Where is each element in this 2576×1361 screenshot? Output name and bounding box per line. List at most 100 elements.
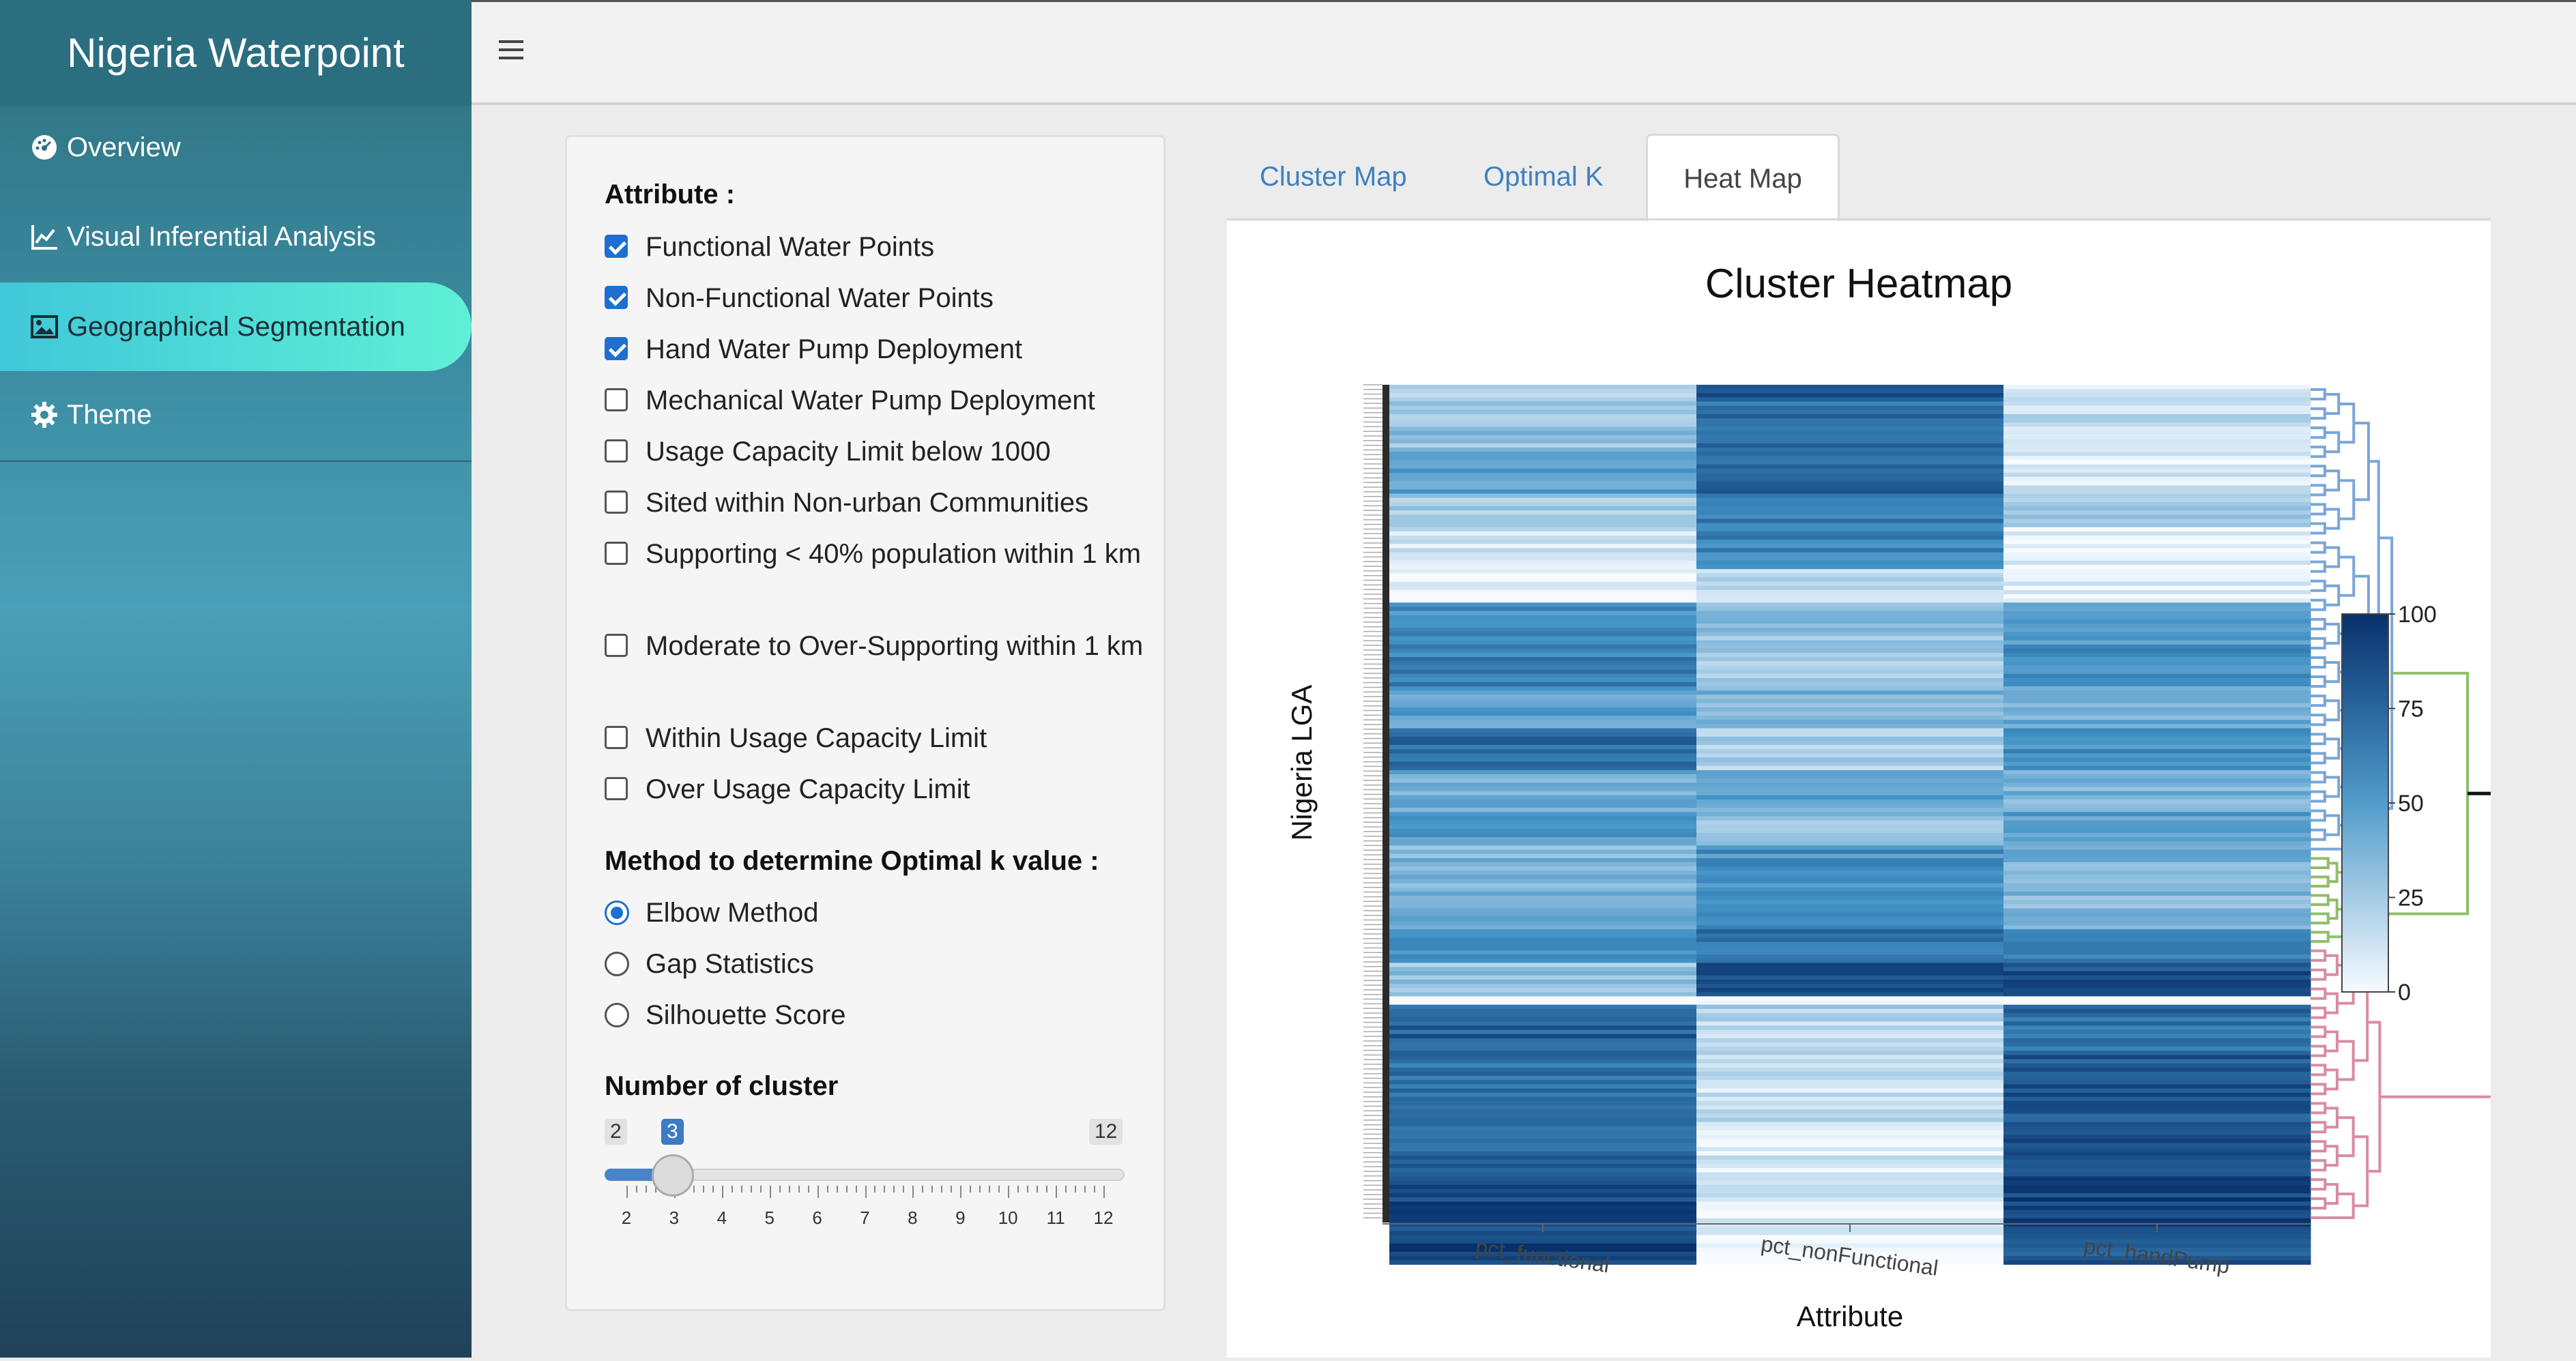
heatmap-cell	[2003, 493, 2311, 499]
attribute-checkbox[interactable]	[605, 491, 628, 514]
dendrogram-link	[2311, 636, 2326, 649]
attribute-checkbox[interactable]	[605, 337, 628, 360]
heatmap-cell	[1696, 1029, 2004, 1035]
attribute-checkbox[interactable]	[605, 286, 628, 309]
heatmap-cell	[1389, 552, 1697, 557]
heatmap-cell	[2003, 1109, 2311, 1114]
heatmap-cell	[2003, 1159, 2311, 1165]
heatmap-cell	[1389, 1051, 1697, 1055]
heatmap-cell	[1389, 665, 1697, 671]
heatmap-cell	[2003, 963, 2311, 967]
heatmap-cell	[2003, 866, 2311, 871]
sidebar-item-overview[interactable]: Overview	[0, 103, 472, 192]
heatmap-cell	[1389, 585, 1697, 591]
heatmap-cell	[1696, 1013, 2004, 1018]
heatmap-cell	[1696, 418, 2004, 423]
heatmap-cell	[1389, 1021, 1697, 1026]
heatmap-cell	[2003, 736, 2311, 742]
heatmap-cell	[1389, 531, 1697, 536]
attribute-checkbox[interactable]	[605, 634, 628, 657]
dendrogram-link	[2311, 1044, 2327, 1057]
top-header	[472, 0, 2576, 105]
dendrogram-link	[2311, 790, 2326, 803]
heatmap-cell	[1696, 963, 2004, 967]
heatmap-cell	[1389, 1231, 1697, 1235]
sidebar-item-theme[interactable]: Theme	[0, 370, 472, 459]
attribute-checkbox[interactable]	[605, 542, 628, 565]
heatmap-cell	[1696, 946, 2004, 951]
heatmap-cell	[1696, 724, 2004, 729]
method-radio[interactable]	[605, 952, 629, 976]
slider-tick-mark	[884, 1186, 886, 1192]
heatmap-cell	[1696, 812, 2004, 817]
attribute-checkbox[interactable]	[605, 777, 628, 800]
sidebar-item-visual-inferential-analysis[interactable]: Visual Inferential Analysis	[0, 192, 472, 281]
hamburger-icon[interactable]	[497, 36, 525, 63]
dendrogram-link	[2311, 828, 2326, 841]
heatmap-cell	[1389, 644, 1697, 649]
attribute-checkbox[interactable]	[605, 388, 628, 411]
tab-heat-map[interactable]: Heat Map	[1646, 134, 1840, 222]
heatmap-cell	[1696, 489, 2004, 495]
dendrogram-link	[2354, 422, 2370, 501]
heatmap-cell	[1696, 1000, 2004, 1006]
heatmap-cell	[1696, 556, 2004, 561]
heatmap-cell	[2003, 577, 2311, 583]
heatmap-cell	[1389, 1172, 1697, 1177]
heatmap-cell	[2003, 870, 2311, 875]
heatmap-cell	[2003, 1151, 2311, 1156]
dendrogram-link	[2324, 584, 2341, 606]
slider-tick-mark	[903, 1186, 905, 1192]
heatmap-cell	[1696, 439, 2004, 444]
heatmap-cell	[1389, 673, 1697, 679]
heatmap-cell	[2003, 975, 2311, 980]
heatmap-cell	[1696, 1025, 2004, 1031]
attribute-checkbox[interactable]	[605, 726, 628, 749]
slider-tick-mark	[951, 1186, 953, 1192]
heatmap-cell	[1389, 632, 1697, 636]
heatmap-cell	[2003, 1180, 2311, 1186]
attribute-checkbox[interactable]	[605, 439, 628, 463]
heatmap-cell	[1696, 916, 2004, 922]
dendrogram-link	[2311, 949, 2327, 962]
heatmap-cell	[2003, 389, 2311, 394]
heatmap-cell	[2003, 908, 2311, 913]
sidebar-item-geographical-segmentation[interactable]: Geographical Segmentation	[0, 282, 472, 371]
cluster-slider-handle[interactable]	[652, 1154, 694, 1197]
heatmap-cell	[1696, 950, 2004, 955]
heatmap-cell	[1696, 757, 2004, 763]
heatmap-cell	[2003, 560, 2311, 566]
heatmap-cell	[2003, 611, 2311, 616]
heatmap-cell	[1389, 1260, 1697, 1265]
tab-cluster-map[interactable]: Cluster Map	[1260, 161, 1407, 192]
dendrogram-link	[2311, 987, 2327, 1000]
heatmap-cell	[1389, 497, 1697, 503]
heatmap-cell	[1696, 531, 2004, 536]
heatmap-cell	[1696, 623, 2004, 628]
heatmap-cell	[1389, 799, 1697, 804]
method-radio[interactable]	[605, 901, 629, 925]
heatmap-cell	[2003, 1025, 2311, 1031]
heatmap-cell	[1389, 707, 1697, 712]
heatmap-cell	[1389, 602, 1697, 607]
app-title: Nigeria Waterpoint	[0, 0, 472, 106]
heatmap-cell	[1389, 464, 1697, 469]
heatmap-cell	[1389, 896, 1697, 901]
tab-optimal-k[interactable]: Optimal K	[1484, 161, 1604, 192]
heatmap-cell	[1389, 1139, 1697, 1143]
dendrogram-link	[2324, 814, 2341, 836]
heatmap-cell	[1696, 611, 2004, 616]
heatmap-cell	[1389, 393, 1697, 398]
heatmap-cell	[1696, 619, 2004, 624]
heatmap-cell	[1696, 1034, 2004, 1039]
slider-tick-mark	[836, 1186, 838, 1192]
heatmap-cell	[2003, 602, 2311, 607]
heatmap-cell	[2003, 740, 2311, 746]
heatmap-cell	[1389, 1256, 1697, 1261]
method-radio[interactable]	[605, 1003, 629, 1027]
heatmap-cell	[1696, 1038, 2004, 1043]
attribute-checkbox[interactable]	[605, 235, 628, 258]
heatmap-cell	[2003, 979, 2311, 984]
heatmap-cell	[1389, 866, 1697, 871]
heatmap-cell	[1389, 891, 1697, 896]
